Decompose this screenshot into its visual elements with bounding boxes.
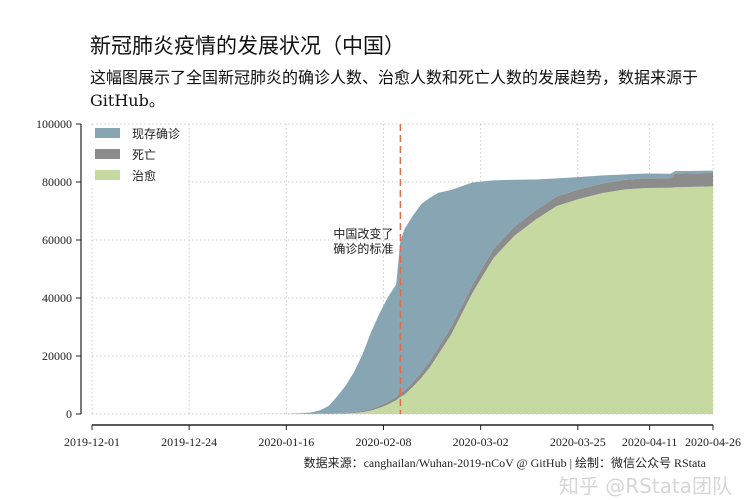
y-tick-label: 20000 (42, 349, 72, 363)
legend-swatch (95, 128, 120, 138)
annotation-text: 确诊的标准 (333, 241, 393, 256)
x-tick-label: 2020-01-16 (258, 435, 314, 449)
area-active (260, 170, 713, 414)
y-tick-label: 100000 (36, 117, 72, 131)
x-tick-label: 2020-03-25 (550, 435, 606, 449)
y-tick-label: 0 (66, 407, 72, 421)
legend-label: 现存确诊 (132, 127, 180, 141)
x-tick-label: 2020-04-11 (622, 435, 678, 449)
x-tick-label: 2019-12-01 (64, 435, 120, 449)
x-tick-label: 2020-03-02 (453, 435, 509, 449)
legend-swatch (95, 149, 120, 159)
x-tick-label: 2020-02-08 (355, 435, 411, 449)
legend-label: 治愈 (132, 168, 156, 183)
x-tick-label: 2019-12-24 (161, 435, 217, 449)
legend-swatch (95, 170, 120, 180)
y-tick-label: 60000 (42, 233, 72, 247)
area-recovered (260, 186, 713, 414)
annotation-text: 中国改变了 (333, 226, 393, 241)
source-note: 数据来源：canghailan/Wuhan-2019-nCoV @ GitHub… (303, 456, 706, 470)
legend-label: 死亡 (132, 148, 156, 162)
y-tick-label: 40000 (42, 291, 72, 305)
watermark: 知乎 @RStata团队 (558, 474, 732, 498)
chart-subtitle: 这幅图展示了全国新冠肺炎的确诊人数、治愈人数和死亡人数的发展趋势，数据来源于 G… (90, 68, 699, 110)
y-tick-label: 80000 (42, 175, 72, 189)
x-tick-label: 2020-04-26 (685, 435, 741, 449)
chart-title: 新冠肺炎疫情的发展状况（中国） (90, 34, 405, 58)
